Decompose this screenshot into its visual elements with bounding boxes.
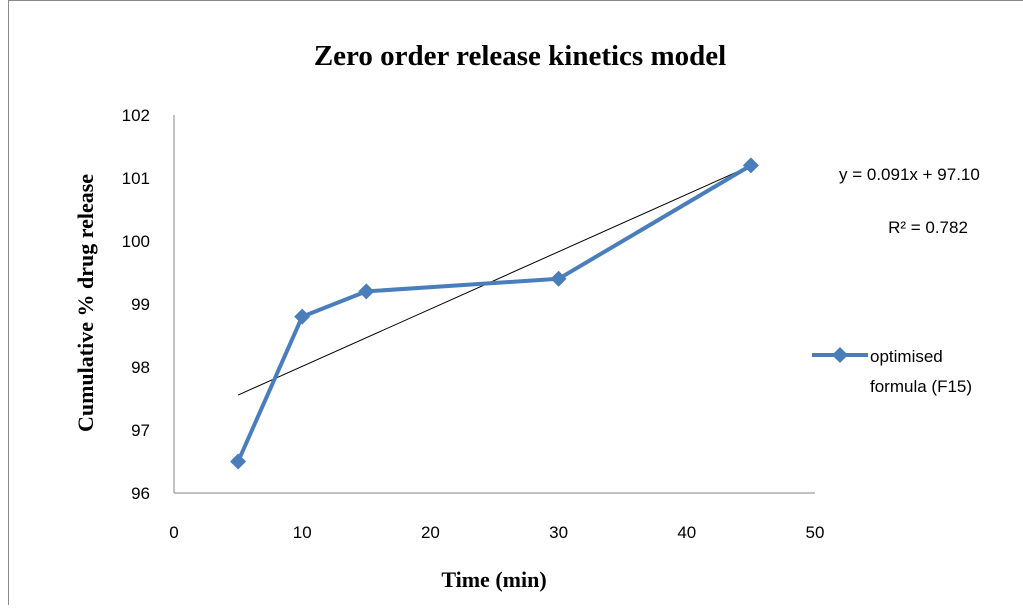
data-point [230,454,246,470]
y-tick-label: 102 [122,106,150,125]
x-tick-label: 10 [293,523,312,542]
x-tick-label: 40 [677,523,696,542]
x-tick-label: 50 [806,523,825,542]
trendline-r-squared-text: R² = 0.782 [888,218,968,237]
legend-series-label-line-2: formula (F15) [870,377,972,396]
legend: optimised formula (F15) [812,347,972,396]
trendline-group [238,166,751,395]
trendline [238,166,751,395]
axes [174,115,815,493]
legend-series-label-line-1: optimised [870,347,943,366]
chart-border [9,1,1023,606]
x-tick-label: 0 [169,523,178,542]
y-tick-label: 97 [131,421,150,440]
data-point [294,309,310,325]
series-line [238,165,751,461]
chart-title: Zero order release kinetics model [314,40,726,72]
x-tick-label: 20 [421,523,440,542]
y-axis-title: Cumulative % drug release [73,174,98,432]
legend-series-marker [832,347,848,363]
trendline-equation-text: y = 0.091x + 97.10 [839,165,980,184]
y-tick-label: 101 [122,169,150,188]
y-tick-label: 100 [122,232,150,251]
trendline-equation: y = 0.091x + 97.10 R² = 0.782 [839,165,980,237]
data-point [358,283,374,299]
y-tick-label: 96 [131,484,150,503]
x-tick-label: 30 [549,523,568,542]
series-group [230,157,759,469]
x-axis-title: Time (min) [441,567,546,592]
y-tick-label: 99 [131,295,150,314]
y-tick-label: 98 [131,358,150,377]
